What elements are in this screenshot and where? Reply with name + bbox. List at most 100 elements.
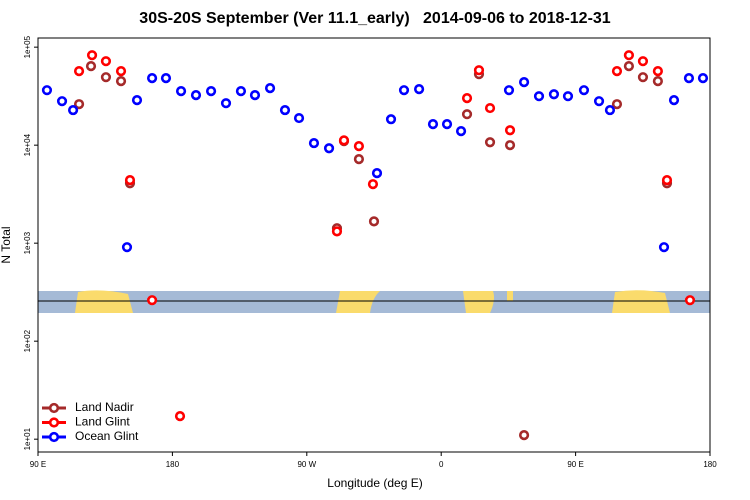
point xyxy=(308,137,320,149)
point xyxy=(41,85,53,96)
point xyxy=(473,65,485,76)
point xyxy=(353,154,365,165)
point xyxy=(562,91,574,102)
legend-label: Ocean Glint xyxy=(75,429,139,443)
point xyxy=(100,72,112,83)
point xyxy=(124,175,136,186)
point xyxy=(548,89,560,100)
land-shape xyxy=(336,291,380,313)
x-tick-label: 90 W xyxy=(297,460,316,469)
point xyxy=(461,93,473,104)
legend-marker xyxy=(48,431,60,443)
point xyxy=(683,73,695,84)
point xyxy=(668,95,680,106)
land-shape xyxy=(507,291,513,301)
point xyxy=(100,56,112,67)
point xyxy=(455,126,467,137)
x-tick-label: 180 xyxy=(703,460,717,469)
point xyxy=(413,84,425,95)
point xyxy=(338,135,350,146)
point xyxy=(697,73,709,84)
series xyxy=(73,50,696,422)
point xyxy=(684,295,696,306)
point xyxy=(293,112,305,124)
point xyxy=(67,104,79,116)
point xyxy=(611,99,623,110)
point xyxy=(658,242,670,253)
plot-frame xyxy=(37,37,711,453)
point xyxy=(441,119,453,130)
point xyxy=(131,95,143,106)
point xyxy=(115,66,127,77)
point xyxy=(279,104,291,116)
point xyxy=(484,102,496,114)
point xyxy=(637,56,649,67)
point xyxy=(604,104,616,116)
point xyxy=(533,91,545,102)
point xyxy=(385,114,397,125)
point xyxy=(661,175,673,186)
point xyxy=(264,83,276,94)
land-shape xyxy=(612,290,670,313)
point xyxy=(146,295,158,306)
point xyxy=(146,73,158,84)
point xyxy=(175,86,187,97)
point xyxy=(637,72,649,83)
point xyxy=(427,119,439,130)
point xyxy=(323,143,335,154)
x-axis-label: Longitude (deg E) xyxy=(327,476,422,490)
x-tick-label: 0 xyxy=(439,460,444,469)
point xyxy=(367,179,379,190)
series xyxy=(41,73,709,253)
point xyxy=(623,50,635,61)
x-tick-label: 90 E xyxy=(567,460,583,469)
point xyxy=(371,168,383,179)
point xyxy=(623,61,635,72)
point xyxy=(461,109,473,120)
point xyxy=(249,90,261,101)
y-tick-label: 1e+05 xyxy=(23,35,32,58)
x-tick-label: 90 E xyxy=(30,460,46,469)
point xyxy=(578,85,590,96)
point xyxy=(235,86,247,97)
legend-label: Land Glint xyxy=(75,415,130,429)
y-tick-label: 1e+02 xyxy=(23,329,32,352)
ocean-strip xyxy=(38,291,710,313)
point xyxy=(518,77,530,88)
legend-label: Land Nadir xyxy=(75,400,134,414)
point xyxy=(398,85,410,96)
point xyxy=(121,242,133,253)
point xyxy=(611,66,623,77)
point xyxy=(504,140,516,151)
point xyxy=(220,98,232,109)
chart-title: 30S-20S September (Ver 11.1_early) 2014-… xyxy=(139,10,611,27)
point xyxy=(86,50,98,61)
point xyxy=(503,85,515,96)
point xyxy=(85,61,97,72)
map-strip xyxy=(38,290,710,313)
point xyxy=(205,86,217,97)
point xyxy=(331,226,343,237)
point xyxy=(73,99,85,110)
point xyxy=(174,411,186,422)
point xyxy=(73,66,85,77)
y-tick-label: 1e+04 xyxy=(23,133,32,156)
land-shape xyxy=(75,290,133,313)
point xyxy=(504,125,516,136)
y-tick-label: 1e+01 xyxy=(23,427,32,450)
y-tick-label: 1e+03 xyxy=(23,231,32,254)
y-axis-label: N Total xyxy=(0,226,13,263)
point xyxy=(652,66,663,77)
point xyxy=(115,76,127,87)
x-tick-label: 180 xyxy=(166,460,180,469)
point xyxy=(368,216,380,227)
point xyxy=(518,430,530,441)
legend-marker xyxy=(48,402,60,414)
legend-marker xyxy=(48,417,60,428)
point xyxy=(652,76,663,87)
point xyxy=(593,96,605,107)
point xyxy=(190,90,202,101)
point xyxy=(56,96,68,107)
